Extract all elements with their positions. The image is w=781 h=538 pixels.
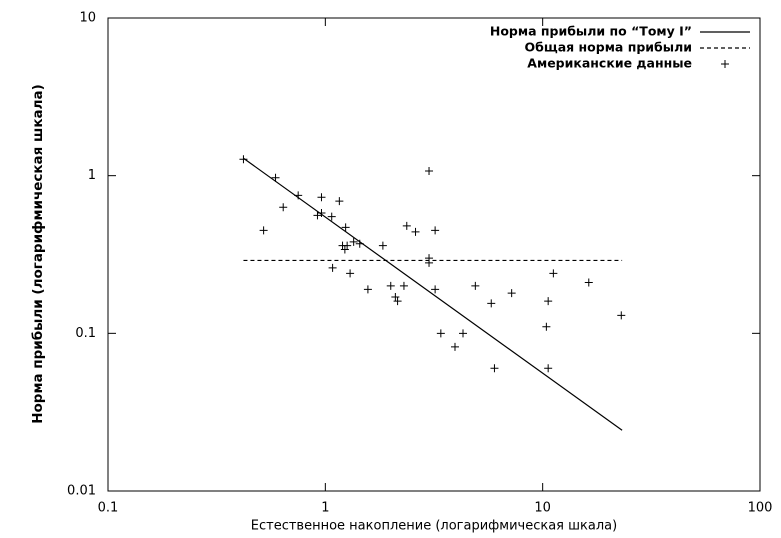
- point: [425, 254, 434, 263]
- y-tick-label: 0.1: [75, 326, 96, 341]
- point: [335, 197, 344, 206]
- point: [431, 226, 440, 235]
- legend-label: Общая норма прибыли: [525, 40, 692, 55]
- point: [544, 364, 553, 373]
- y-tick-label: 10: [79, 11, 96, 26]
- point: [317, 208, 326, 217]
- point: [471, 281, 480, 290]
- point: [507, 289, 516, 298]
- point: [363, 285, 372, 294]
- point: [436, 329, 445, 338]
- point: [349, 237, 358, 246]
- point: [549, 269, 558, 278]
- point: [402, 221, 411, 230]
- point: [355, 239, 364, 248]
- line: [243, 157, 623, 431]
- x-tick-label: 10: [534, 501, 551, 516]
- point: [399, 281, 408, 290]
- point: [313, 211, 322, 220]
- point: [544, 297, 553, 306]
- point: [584, 278, 593, 287]
- x-tick-label: 0.1: [98, 501, 119, 516]
- point: [259, 226, 268, 235]
- point: [294, 191, 303, 200]
- point: [431, 285, 440, 294]
- legend-label: Норма прибыли по “Тому I”: [490, 24, 692, 39]
- legend-sample: [721, 60, 729, 68]
- point: [378, 241, 387, 250]
- point: [425, 167, 434, 176]
- point: [343, 241, 352, 250]
- point: [317, 193, 326, 202]
- y-axis-label: Норма прибыли (логарифмическая шкала): [30, 84, 46, 424]
- point: [393, 297, 402, 306]
- point: [459, 329, 468, 338]
- y-tick-label: 1: [88, 168, 96, 183]
- x-tick-label: 100: [748, 501, 773, 516]
- point: [328, 263, 337, 272]
- point: [617, 311, 626, 320]
- y-tick-label: 0.01: [67, 484, 96, 499]
- x-axis-label: Естественное накопление (логарифмическая…: [251, 519, 617, 534]
- point: [271, 173, 280, 182]
- point: [487, 299, 496, 308]
- x-tick-label: 1: [321, 501, 329, 516]
- point: [279, 203, 288, 212]
- point: [346, 269, 355, 278]
- point: [327, 212, 336, 221]
- point: [411, 227, 420, 236]
- point: [239, 155, 248, 164]
- legend-label: Американские данные: [527, 56, 692, 71]
- point: [391, 292, 400, 301]
- point: [490, 364, 499, 373]
- point: [386, 281, 395, 290]
- point: [542, 322, 551, 331]
- point: [341, 223, 350, 232]
- plot-frame: [107, 17, 761, 492]
- point: [450, 342, 459, 351]
